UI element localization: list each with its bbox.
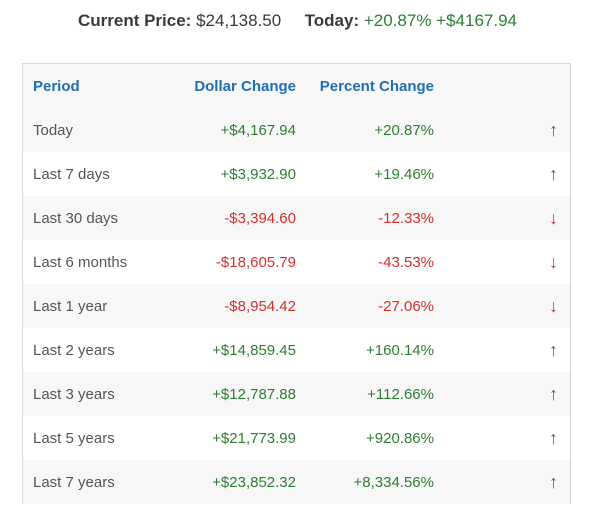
row-period: Last 6 months [23,240,163,284]
arrow-down-icon: ↓ [434,240,570,284]
arrow-down-icon: ↓ [434,196,570,240]
row-period: Last 5 years [23,416,163,460]
row-dollar-change: -$8,954.42 [163,284,296,328]
row-period: Last 3 years [23,372,163,416]
table-header-row: Period Dollar Change Percent Change [23,64,570,108]
table-row: Last 7 years +$23,852.32 +8,334.56% ↑ [23,460,570,504]
current-price-label: Current Price: [77,11,192,30]
row-percent-change: +112.66% [296,372,434,416]
price-change-table: Period Dollar Change Percent Change Toda… [22,63,571,504]
row-percent-change: -43.53% [296,240,434,284]
row-percent-change: -27.06% [296,284,434,328]
table-row: Last 6 months -$18,605.79 -43.53% ↓ [23,240,570,284]
row-dollar-change: +$23,852.32 [163,460,296,504]
arrow-up-icon: ↑ [434,416,570,460]
today-percent: +20.87% [363,11,432,30]
row-period: Last 2 years [23,328,163,372]
row-percent-change: +920.86% [296,416,434,460]
row-dollar-change: -$18,605.79 [163,240,296,284]
row-dollar-change: -$3,394.60 [163,196,296,240]
arrow-up-icon: ↑ [434,108,570,152]
row-period: Last 30 days [23,196,163,240]
header-percent-change: Percent Change [296,64,434,108]
table-row: Last 2 years +$14,859.45 +160.14% ↑ [23,328,570,372]
row-percent-change: -12.33% [296,196,434,240]
row-period: Last 7 years [23,460,163,504]
row-percent-change: +19.46% [296,152,434,196]
row-dollar-change: +$21,773.99 [163,416,296,460]
row-period: Last 1 year [23,284,163,328]
row-dollar-change: +$12,787.88 [163,372,296,416]
arrow-up-icon: ↑ [434,328,570,372]
table-body: Today +$4,167.94 +20.87% ↑ Last 7 days +$3,93… [23,108,570,504]
today-dollar: +$4167.94 [436,11,518,30]
arrow-up-icon: ↑ [434,372,570,416]
row-dollar-change: +$14,859.45 [163,328,296,372]
row-percent-change: +160.14% [296,328,434,372]
header-period: Period [23,64,163,108]
price-summary: Current Price: $24,138.50 Today: +20.87%… [0,10,595,32]
table-row: Last 1 year -$8,954.42 -27.06% ↓ [23,284,570,328]
arrow-up-icon: ↑ [434,152,570,196]
table-row: Last 5 years +$21,773.99 +920.86% ↑ [23,416,570,460]
row-percent-change: +20.87% [296,108,434,152]
table-row: Last 30 days -$3,394.60 -12.33% ↓ [23,196,570,240]
today-label: Today: [304,11,360,30]
header-trend [434,64,570,108]
row-period: Today [23,108,163,152]
table-row: Today +$4,167.94 +20.87% ↑ [23,108,570,152]
arrow-down-icon: ↓ [434,284,570,328]
table-row: Last 7 days +$3,932.90 +19.46% ↑ [23,152,570,196]
row-percent-change: +8,334.56% [296,460,434,504]
row-period: Last 7 days [23,152,163,196]
current-price-value: $24,138.50 [196,11,282,30]
row-dollar-change: +$4,167.94 [163,108,296,152]
row-dollar-change: +$3,932.90 [163,152,296,196]
arrow-up-icon: ↑ [434,460,570,504]
table-row: Last 3 years +$12,787.88 +112.66% ↑ [23,372,570,416]
header-dollar-change: Dollar Change [163,64,296,108]
